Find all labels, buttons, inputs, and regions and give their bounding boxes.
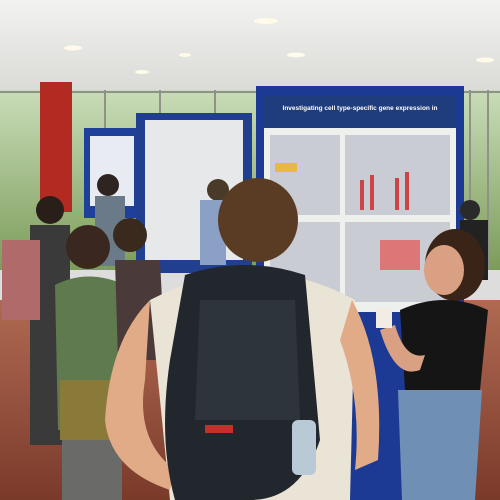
backpack-logo bbox=[205, 425, 233, 433]
ceiling bbox=[0, 0, 500, 95]
red-pillar bbox=[40, 82, 72, 212]
poster bbox=[90, 136, 134, 206]
ceiling-lights bbox=[64, 18, 494, 74]
person-woman-right bbox=[376, 229, 488, 500]
paper-cup bbox=[376, 308, 392, 328]
water-bottle bbox=[292, 420, 316, 475]
poster-header bbox=[264, 96, 456, 128]
poster-title: Investigating cell type-specific gene ex… bbox=[283, 105, 438, 112]
poster-highlight bbox=[275, 163, 297, 172]
person-center bbox=[105, 178, 380, 500]
poster-bars bbox=[360, 172, 420, 270]
